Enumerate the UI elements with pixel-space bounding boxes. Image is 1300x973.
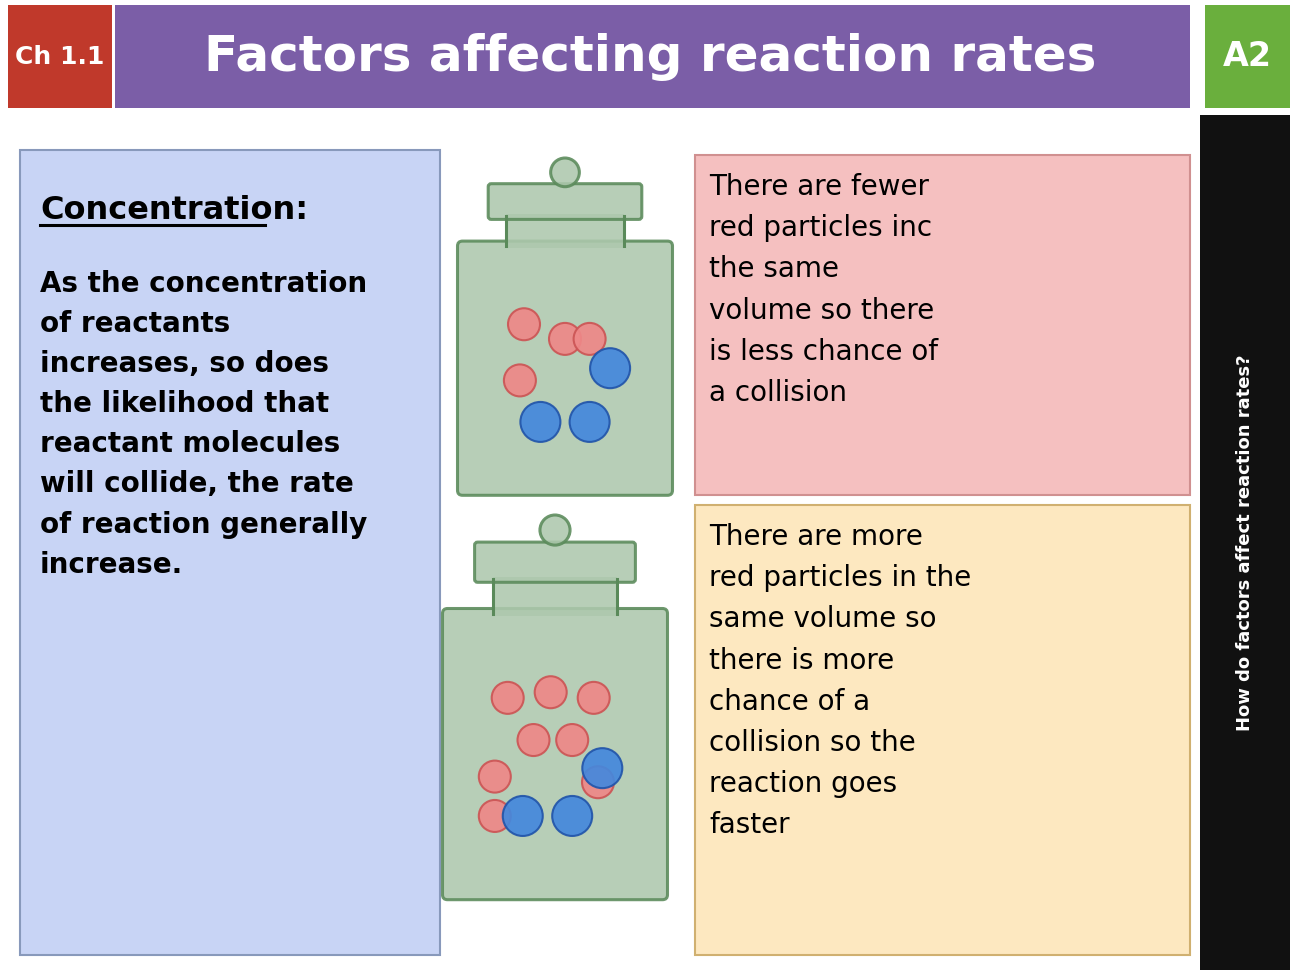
FancyBboxPatch shape xyxy=(8,5,112,108)
Circle shape xyxy=(549,323,581,355)
Text: Factors affecting reaction rates: Factors affecting reaction rates xyxy=(204,33,1096,81)
Circle shape xyxy=(508,308,540,341)
Text: There are fewer
red particles inc
the same
volume so there
is less chance of
a c: There are fewer red particles inc the sa… xyxy=(708,173,939,407)
Text: As the concentration
of reactants
increases, so does
the likelihood that
reactan: As the concentration of reactants increa… xyxy=(40,270,368,579)
Circle shape xyxy=(503,796,543,836)
FancyBboxPatch shape xyxy=(474,542,636,582)
Circle shape xyxy=(590,348,630,388)
FancyBboxPatch shape xyxy=(489,184,642,219)
Circle shape xyxy=(540,515,569,545)
FancyBboxPatch shape xyxy=(696,155,1190,495)
Circle shape xyxy=(491,682,524,714)
Text: There are more
red particles in the
same volume so
there is more
chance of a
col: There are more red particles in the same… xyxy=(708,523,971,840)
FancyBboxPatch shape xyxy=(458,241,672,495)
Circle shape xyxy=(534,676,567,708)
Circle shape xyxy=(551,158,580,187)
Circle shape xyxy=(573,323,606,355)
FancyBboxPatch shape xyxy=(442,608,667,900)
Circle shape xyxy=(478,800,511,832)
FancyBboxPatch shape xyxy=(696,505,1190,955)
Text: Concentration:: Concentration: xyxy=(40,195,308,226)
Text: A2: A2 xyxy=(1222,41,1271,74)
Circle shape xyxy=(577,682,610,714)
FancyBboxPatch shape xyxy=(493,577,618,616)
FancyBboxPatch shape xyxy=(506,214,624,248)
Circle shape xyxy=(582,766,614,798)
FancyBboxPatch shape xyxy=(1200,115,1290,970)
FancyBboxPatch shape xyxy=(114,5,1190,108)
Circle shape xyxy=(552,796,593,836)
Circle shape xyxy=(517,724,550,756)
Circle shape xyxy=(556,724,588,756)
Text: Ch 1.1: Ch 1.1 xyxy=(16,45,105,69)
FancyBboxPatch shape xyxy=(1205,5,1290,108)
FancyBboxPatch shape xyxy=(20,150,439,955)
Circle shape xyxy=(478,761,511,793)
Circle shape xyxy=(504,365,536,396)
Circle shape xyxy=(520,402,560,442)
Text: How do factors affect reaction rates?: How do factors affect reaction rates? xyxy=(1236,354,1254,731)
Circle shape xyxy=(582,748,623,788)
Circle shape xyxy=(569,402,610,442)
